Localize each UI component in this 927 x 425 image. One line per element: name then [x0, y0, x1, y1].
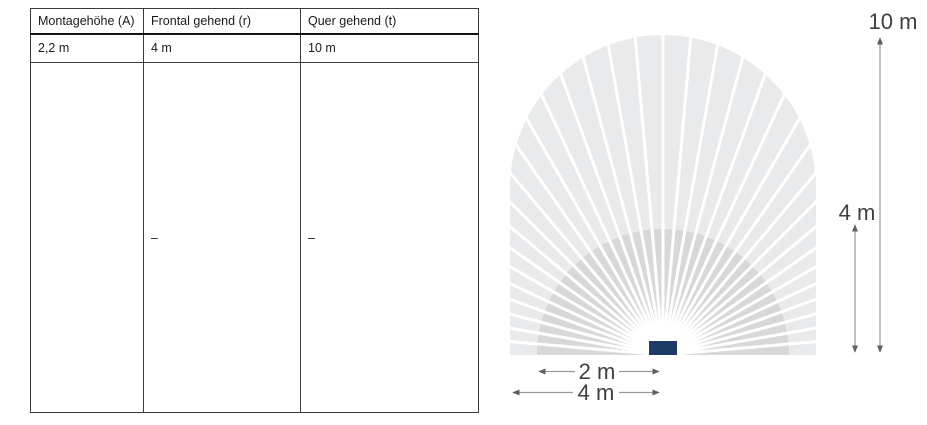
ray-gap — [543, 30, 665, 356]
dimension-inner-radius: 2 m — [538, 359, 660, 384]
label-background — [573, 382, 619, 402]
ray-gap — [661, 30, 783, 356]
cell-dash: – — [300, 62, 479, 413]
col-header-quer-gehend: Quer gehend (t) — [300, 8, 479, 35]
col-header-montagehoehe: Montagehöhe (A) — [30, 8, 144, 35]
ray-gap — [490, 146, 665, 356]
cell-montagehoehe-value: 2,2 m — [30, 33, 144, 63]
dimension-inner-reach: 4 m — [839, 200, 876, 353]
inner-reach-label: 4 m — [839, 200, 876, 225]
ray-gap — [662, 257, 927, 357]
ray-gap — [661, 55, 837, 356]
ray-gap — [490, 338, 664, 357]
table-row: 2,2 m 4 m 10 m — [30, 33, 479, 63]
ray-gap — [662, 330, 927, 357]
ray-gap — [661, 41, 811, 356]
ray-gap — [661, 109, 909, 357]
ray-gap — [662, 200, 927, 357]
ray-gap — [490, 307, 664, 357]
ray-gap — [662, 132, 927, 357]
spec-table: Montagehöhe (A) Frontal gehend (r) Quer … — [30, 8, 479, 413]
ray-gap — [515, 41, 665, 356]
ray-gap — [661, 89, 886, 356]
ray-gap — [490, 55, 665, 356]
ray-gap — [572, 21, 665, 356]
inner-radius-label: 2 m — [579, 359, 616, 384]
cell-empty — [30, 62, 144, 413]
table-header-row: Montagehöhe (A) Frontal gehend (r) Quer … — [30, 8, 479, 35]
ray-gap — [490, 179, 665, 357]
ray-gap — [662, 282, 927, 357]
ray-gap — [662, 306, 927, 357]
ray-gap — [661, 11, 695, 356]
cell-frontal-value: 4 m — [143, 33, 301, 63]
ray-gap — [490, 322, 664, 357]
table-row: – – — [30, 62, 479, 413]
ray-gap — [490, 207, 664, 357]
ray-gap — [631, 11, 665, 356]
ray-gap — [490, 232, 664, 357]
total-reach-label: 10 m — [869, 9, 918, 34]
label-background — [575, 361, 619, 381]
ray-gap — [490, 290, 664, 357]
ray-gap — [661, 71, 863, 356]
dimension-outer-radius: 4 m — [512, 380, 660, 405]
dimension-total-reach: 10 m — [869, 9, 918, 353]
ray-gap — [661, 14, 725, 356]
outer-radius-label: 4 m — [578, 380, 615, 405]
cell-quer-value: 10 m — [300, 33, 479, 63]
ray-gap — [490, 272, 664, 357]
ray-gap — [662, 230, 927, 357]
ray-gap — [662, 168, 927, 357]
detection-pattern-diagram: 2 m 4 m 4 m 10 m — [490, 9, 927, 405]
col-header-frontal-gehend: Frontal gehend (r) — [143, 8, 301, 35]
cell-dash: – — [143, 62, 301, 413]
sensor-device — [649, 341, 677, 355]
ray-gap — [661, 21, 754, 356]
ray-gap — [490, 253, 664, 357]
detection-rays — [490, 10, 927, 357]
ray-gap — [490, 105, 665, 356]
ray-gap — [601, 14, 665, 356]
